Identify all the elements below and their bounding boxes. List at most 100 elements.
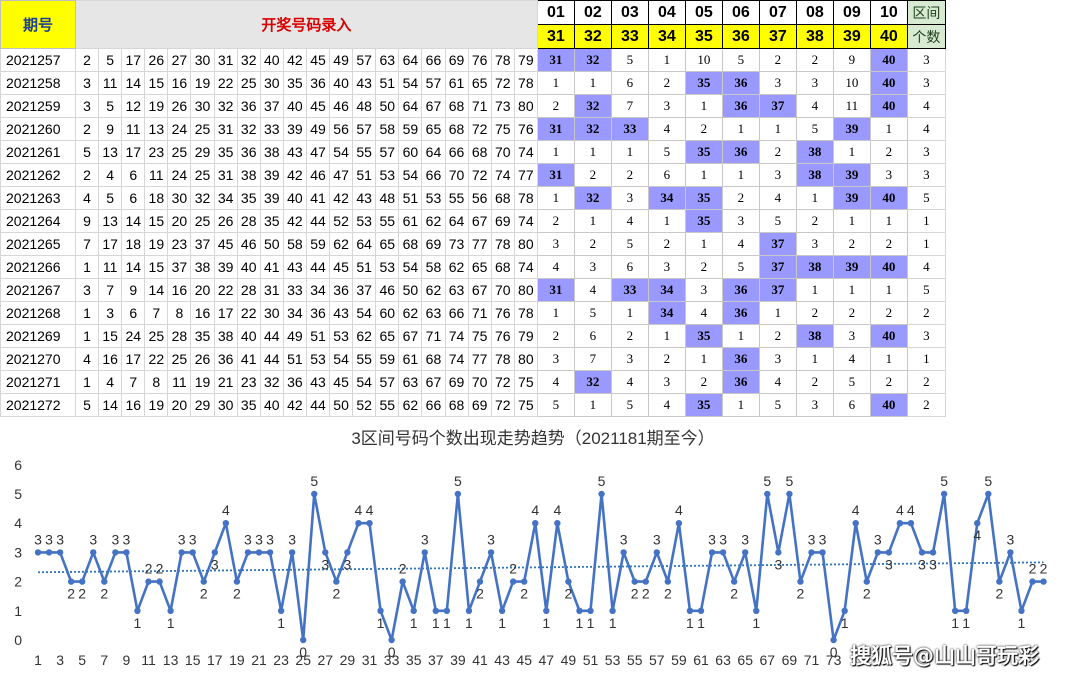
data-label: 0 [830,644,838,660]
number-cell: 14 [98,393,123,417]
data-point [421,549,428,556]
data-point [697,607,705,614]
data-label: 3 [56,531,64,547]
data-label: 2 [100,586,108,602]
count-cell: 4 [906,94,946,118]
zone-gap-cell: 1 [795,186,834,210]
number-cell: 25 [190,117,215,141]
data-label: 3 [111,531,119,547]
data-label: 3 [885,556,893,572]
zone-gap-cell: 5 [832,370,871,394]
zone-gap-cell: 5 [536,393,575,417]
number-cell: 59 [398,117,423,141]
number-cell: 22 [213,71,238,95]
number-cell: 44 [305,393,331,417]
count-cell: 1 [906,209,946,233]
data-label: 2 [200,586,208,602]
data-point [399,578,406,585]
zone-gap-cell: 10 [832,71,871,95]
zone-gap-cell: 1 [536,71,575,95]
zone-number-8: 38 [795,24,834,49]
data-point [465,607,473,614]
data-point [255,549,263,556]
zone-gap-cell: 3 [610,186,649,210]
zone-hit-cell: 37 [758,255,797,279]
number-cell: 44 [305,255,331,279]
data-point [587,607,594,614]
zone-hit-cell: 40 [869,71,908,95]
count-cell: 5 [906,186,946,210]
number-cell: 64 [421,140,446,164]
period-header: 期号 [0,0,76,49]
number-cell: 54 [398,71,423,95]
data-point [432,607,439,614]
x-tick-label: 13 [163,652,179,668]
data-point [134,607,141,614]
number-cell: 9 [74,209,100,233]
count-cell: 3 [906,140,946,164]
data-point [808,549,815,556]
period-cell: 2021263 [0,186,76,210]
zone-gap-cell: 1 [573,140,612,164]
number-cell: 15 [144,209,169,233]
number-cell: 45 [305,48,331,72]
zone-hit-cell: 31 [536,117,575,141]
data-label: 2 [664,586,672,602]
data-label: 3 [620,531,628,547]
zone-gap-cell: 1 [573,393,612,417]
number-cell: 80 [513,278,538,302]
zone-hit-cell: 38 [795,255,834,279]
number-cell: 18 [144,186,169,210]
x-tick-label: 53 [605,652,621,668]
number-cell: 43 [352,71,377,95]
number-cell: 53 [329,324,354,348]
data-point [730,578,738,585]
zone-gap-cell: 6 [647,163,686,187]
data-point [576,607,583,614]
table-row: 2021271 1 4 7 8 11 19 21 23 32 36 43 45 54 57 63 67 69 70 7… [0,370,946,394]
number-cell: 19 [144,94,169,118]
zone-gap-cell: 2 [647,347,686,371]
zone-gap-cell: 3 [684,278,723,302]
table-row: 2021270 4 16 17 22 25 26 36 41 44 51 53 54 55 59 61 68 74… [0,347,946,371]
zone-gap-cell: 2 [536,209,575,233]
number-cell: 15 [144,255,169,279]
number-cell: 57 [421,71,446,95]
x-tick-label: 17 [207,652,223,668]
number-cell: 36 [213,347,238,371]
zone-gap-cell: 3 [832,324,871,348]
number-cell: 30 [167,186,192,210]
number-cell: 68 [467,140,492,164]
data-label: 0 [299,644,307,660]
zone-gap-cell: 2 [795,209,834,233]
number-cell: 20 [167,393,192,417]
number-cell: 79 [513,48,538,72]
number-cell: 9 [121,278,146,302]
number-cell: 37 [352,278,377,302]
data-point [189,549,196,556]
number-cell: 14 [121,255,146,279]
data-point [443,607,451,614]
number-cell: 1 [74,370,100,394]
data-label: 2 [78,586,86,602]
number-cell: 49 [305,117,331,141]
data-label: 1 [498,615,506,631]
number-cell: 32 [236,48,261,72]
table-row: 2021261 5 13 17 23 25 29 35 36 38 43 47 54 55 57 60 64 66… [0,140,946,164]
number-cell: 36 [329,278,354,302]
number-cell: 55 [375,209,400,233]
data-point [819,549,826,556]
number-cell: 29 [190,393,215,417]
data-label: 3 [774,556,782,572]
data-label: 3 [487,531,495,547]
x-tick-label: 37 [428,652,444,668]
number-cell: 68 [421,347,446,371]
data-point [620,549,627,556]
data-point [896,520,904,527]
number-cell: 35 [213,140,238,164]
data-label: 3 [808,531,816,547]
zone-number-2: 32 [573,24,612,49]
period-cell: 2021269 [0,324,76,348]
number-cell: 47 [329,163,354,187]
data-label: 3 [266,531,274,547]
